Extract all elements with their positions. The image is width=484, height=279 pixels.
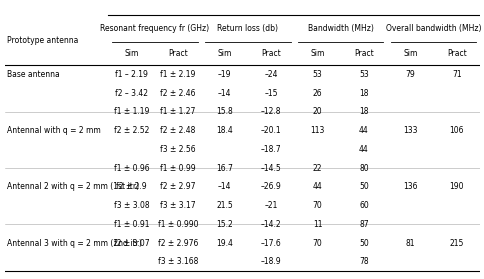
Text: f1 ± 0.96: f1 ± 0.96 [114,164,149,173]
Text: –19: –19 [217,70,231,79]
Text: 80: 80 [359,164,368,173]
Text: f2 ± 2.52: f2 ± 2.52 [114,126,149,135]
Text: –20.1: –20.1 [260,126,281,135]
Text: 19.4: 19.4 [216,239,233,247]
Text: f1 ± 0.990: f1 ± 0.990 [158,220,198,229]
Text: f2 ± 2.9: f2 ± 2.9 [116,182,147,191]
Text: Pract: Pract [446,49,466,58]
Text: Base antenna: Base antenna [7,70,60,79]
Text: f1 ± 2.19: f1 ± 2.19 [160,70,196,79]
Text: –18.9: –18.9 [260,257,281,266]
Text: 106: 106 [449,126,463,135]
Text: 26: 26 [312,89,322,98]
Text: 215: 215 [449,239,463,247]
Text: Prototype antenna: Prototype antenna [7,36,78,45]
Text: f1 ± 0.91: f1 ± 0.91 [114,220,149,229]
Text: 11: 11 [312,220,322,229]
Text: 70: 70 [312,201,322,210]
Text: 79: 79 [405,70,414,79]
Text: Antennal with q = 2 mm: Antennal with q = 2 mm [7,126,100,135]
Text: 15.2: 15.2 [216,220,232,229]
Text: –14.2: –14.2 [260,220,281,229]
Text: 44: 44 [312,182,322,191]
Text: 190: 190 [449,182,463,191]
Text: –14: –14 [217,182,231,191]
Text: Pract: Pract [168,49,188,58]
Text: 81: 81 [405,239,414,247]
Text: 50: 50 [358,182,368,191]
Text: Return loss (db): Return loss (db) [217,24,278,33]
Text: 18.4: 18.4 [216,126,232,135]
Text: 16.7: 16.7 [216,164,233,173]
Text: 44: 44 [358,126,368,135]
Text: 18: 18 [359,89,368,98]
Text: –12.8: –12.8 [260,107,281,116]
Text: –18.7: –18.7 [260,145,281,154]
Text: 87: 87 [359,220,368,229]
Text: f2 ± 3.07: f2 ± 3.07 [114,239,149,247]
Text: 21.5: 21.5 [216,201,232,210]
Text: 133: 133 [402,126,417,135]
Text: f3 ± 3.168: f3 ± 3.168 [158,257,198,266]
Text: 18: 18 [359,107,368,116]
Text: –24: –24 [264,70,277,79]
Text: 136: 136 [402,182,417,191]
Text: Antennal 2 with q = 2 mm (1st itr): Antennal 2 with q = 2 mm (1st itr) [7,182,138,191]
Text: –14.5: –14.5 [260,164,281,173]
Text: f1 ± 1.19: f1 ± 1.19 [114,107,149,116]
Text: 20: 20 [312,107,322,116]
Text: Pract: Pract [261,49,280,58]
Text: –17.6: –17.6 [260,239,281,247]
Text: –15: –15 [264,89,277,98]
Text: 113: 113 [310,126,324,135]
Text: f3 ± 3.08: f3 ± 3.08 [114,201,149,210]
Text: f2 ± 2.48: f2 ± 2.48 [160,126,196,135]
Text: Overall bandwidth (MHz): Overall bandwidth (MHz) [385,24,481,33]
Text: 70: 70 [312,239,322,247]
Text: –21: –21 [264,201,277,210]
Text: –26.9: –26.9 [260,182,281,191]
Text: Antennal 3 with q = 2 mm (2nd itr): Antennal 3 with q = 2 mm (2nd itr) [7,239,141,247]
Text: 53: 53 [312,70,322,79]
Text: 15.8: 15.8 [216,107,232,116]
Text: 78: 78 [359,257,368,266]
Text: f1 ± 1.27: f1 ± 1.27 [160,107,196,116]
Text: f3 ± 2.56: f3 ± 2.56 [160,145,196,154]
Text: f3 ± 3.17: f3 ± 3.17 [160,201,196,210]
Text: f2 ± 2.97: f2 ± 2.97 [160,182,196,191]
Text: Bandwidth (MHz): Bandwidth (MHz) [307,24,373,33]
Text: 53: 53 [358,70,368,79]
Text: f1 ± 0.99: f1 ± 0.99 [160,164,196,173]
Text: f1 – 2.19: f1 – 2.19 [115,70,148,79]
Text: 60: 60 [358,201,368,210]
Text: Sim: Sim [402,49,417,58]
Text: f2 ± 2.46: f2 ± 2.46 [160,89,196,98]
Text: 71: 71 [451,70,461,79]
Text: Pract: Pract [353,49,373,58]
Text: –14: –14 [217,89,231,98]
Text: 50: 50 [358,239,368,247]
Text: f2 – 3.42: f2 – 3.42 [115,89,148,98]
Text: Sim: Sim [217,49,231,58]
Text: Resonant frequency fr (GHz): Resonant frequency fr (GHz) [100,24,209,33]
Text: Sim: Sim [124,49,138,58]
Text: 44: 44 [358,145,368,154]
Text: 22: 22 [312,164,322,173]
Text: f2 ± 2.976: f2 ± 2.976 [158,239,198,247]
Text: Sim: Sim [310,49,324,58]
